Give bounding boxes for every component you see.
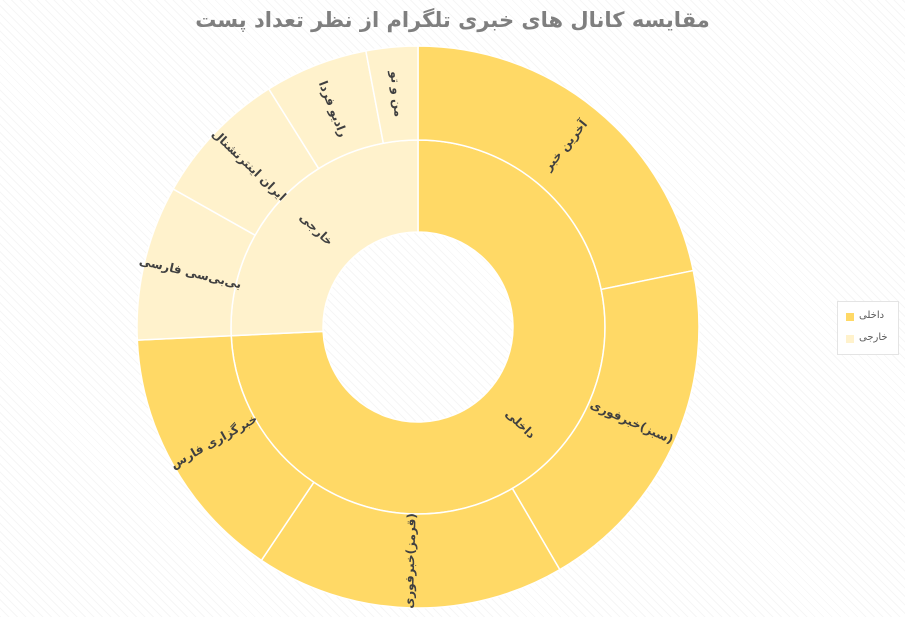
outer-segment-label: من و تو [386,69,405,117]
outer-segment-label: (قرمز)خبرفوری [402,513,420,609]
legend-label: خارجی [859,332,888,343]
chart-title: مقایسه کانال های خبری تلگرام از نظر تعدا… [195,8,710,32]
outer-segment [417,45,695,291]
outer-segment [511,269,700,571]
outer-segment [364,45,419,145]
legend-label: داخلی [859,310,885,321]
legend: داخلی خارجی [837,301,899,355]
legend-swatch [846,335,854,343]
legend-swatch [846,313,854,321]
